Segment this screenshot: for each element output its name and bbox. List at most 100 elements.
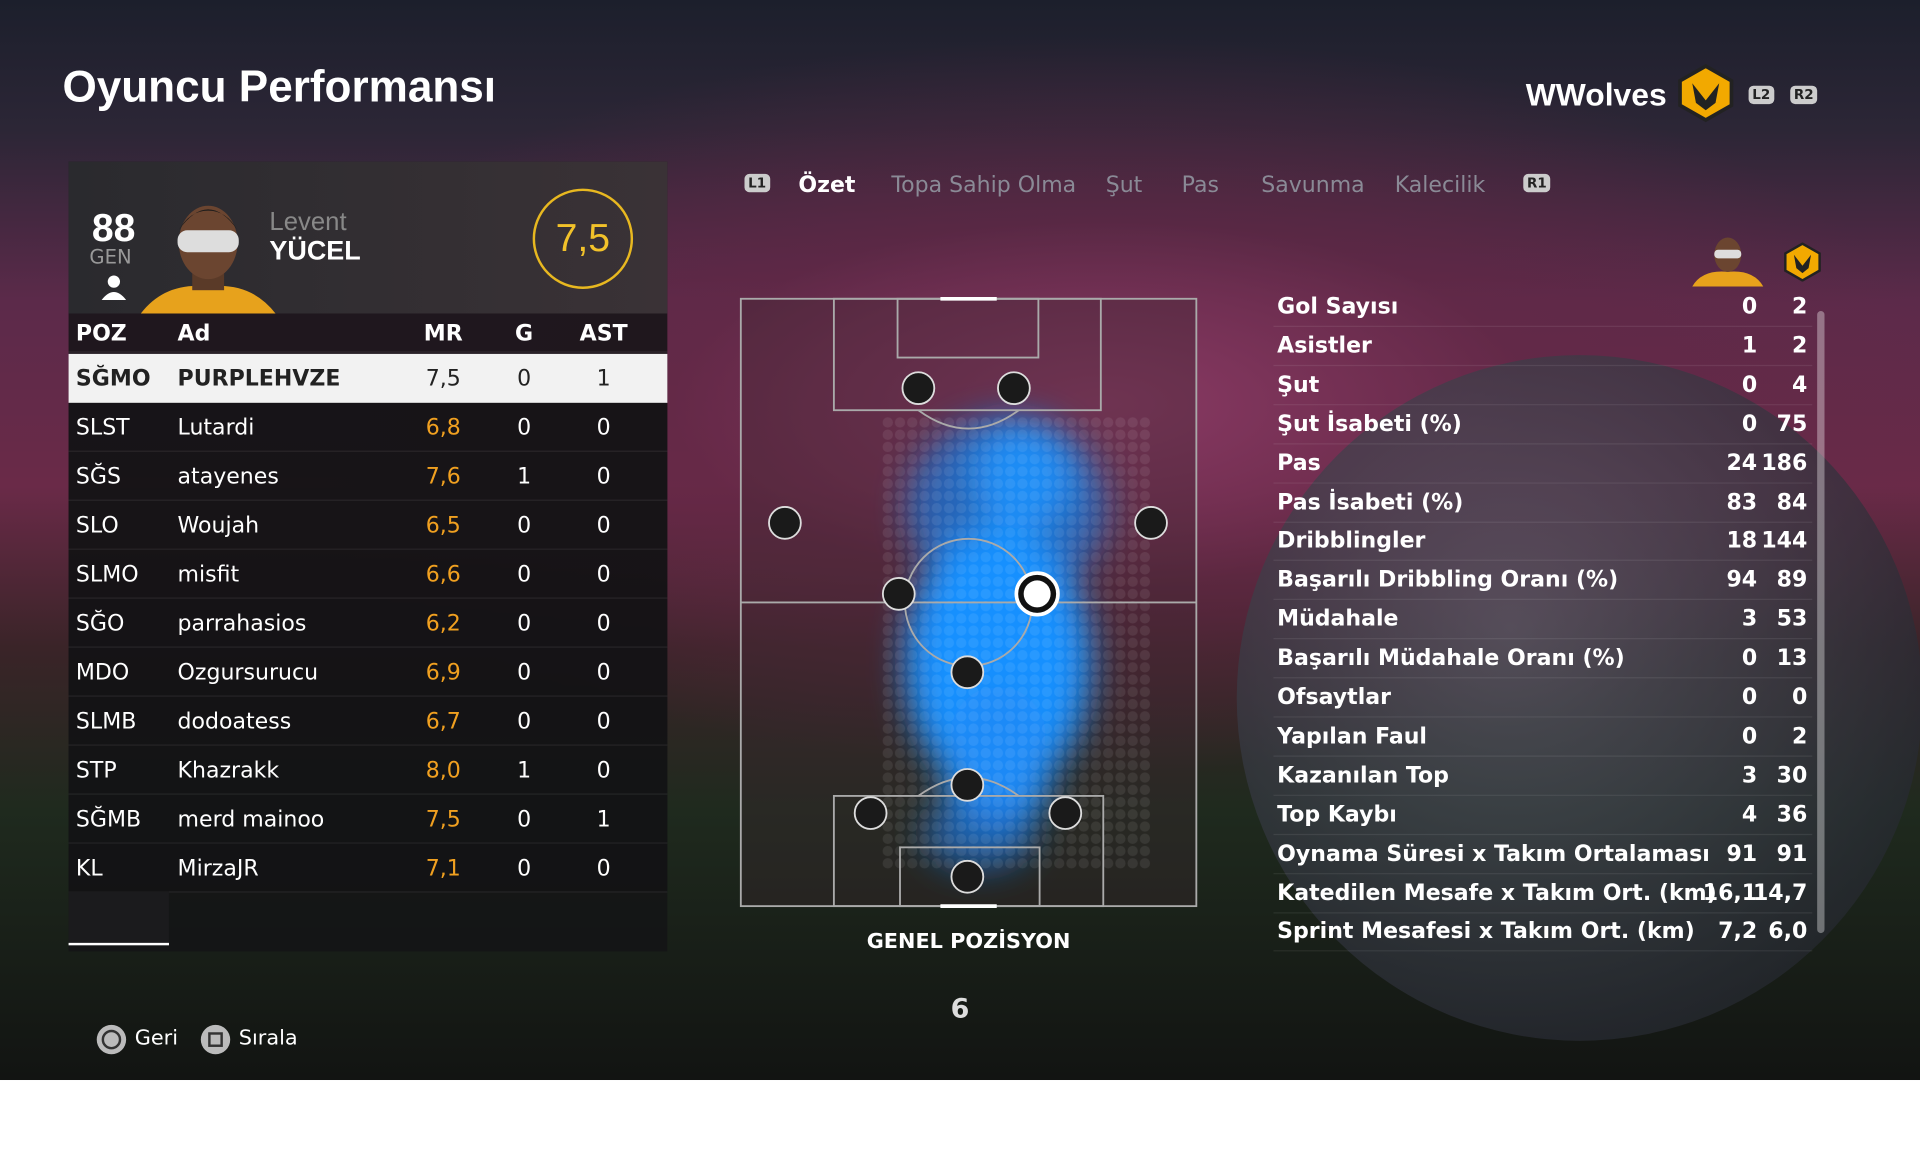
stat-row: Müdahale 3 53 <box>1273 600 1813 640</box>
column-header[interactable]: MR <box>423 320 463 347</box>
assists: 0 <box>596 660 611 686</box>
player-value: 0 <box>1741 371 1758 398</box>
match-rating: 6,7 <box>425 708 461 735</box>
goals: 0 <box>517 513 532 539</box>
stat-row: Pas 24 186 <box>1273 444 1813 484</box>
position: SLMO <box>75 562 139 588</box>
tab[interactable]: Özet <box>798 172 856 199</box>
name: merd mainoo <box>177 806 325 833</box>
tab[interactable]: Pas <box>1181 172 1219 199</box>
match-rating-ring <box>532 188 634 289</box>
r2-button[interactable]: R2 <box>1790 85 1818 105</box>
position: SĞO <box>75 611 125 637</box>
overall: 88 <box>91 205 136 250</box>
goals: 0 <box>517 562 532 588</box>
l2-button[interactable]: L2 <box>1748 85 1774 105</box>
player-row[interactable]: SLMB dodoatess 6,7 0 0 <box>68 696 668 746</box>
team-value: 13 <box>1776 645 1808 672</box>
column-header[interactable]: AST <box>579 320 628 347</box>
name: parrahasios <box>177 611 307 637</box>
player-value: 24 <box>1726 450 1758 476</box>
assists: 0 <box>596 562 611 588</box>
stat-row: Başarılı Dribbling Oranı (%) 94 89 <box>1273 561 1813 601</box>
stat-row: Top Kaybı 4 36 <box>1273 796 1813 835</box>
stat-label: Dribblingler <box>1277 528 1426 554</box>
column-header[interactable]: POZ <box>75 320 127 347</box>
game-screen: Oyuncu Performansı WWolves L2 R2 88 GEN … <box>0 0 1920 1081</box>
player-row[interactable]: SĞMB merd mainoo 7,5 0 1 <box>68 794 668 844</box>
position: SLO <box>75 513 119 539</box>
stat-label: Kazanılan Top <box>1277 762 1449 789</box>
player-row[interactable]: SLO Woujah 6,5 0 0 <box>68 500 668 550</box>
match-rating: 7,5 <box>425 366 461 392</box>
stat-label: Başarılı Dribbling Oranı (%) <box>1277 567 1619 594</box>
match-rating: 7,1 <box>425 855 461 882</box>
sort-button[interactable]: Sırala <box>238 1026 298 1051</box>
team-value: 84 <box>1776 489 1808 515</box>
empty-cell <box>68 891 169 946</box>
match-rating: 7,5 <box>555 215 611 260</box>
match-rating: 6,8 <box>425 415 461 441</box>
stat-row: Şut 0 4 <box>1273 366 1813 406</box>
tab[interactable]: Şut <box>1105 172 1143 199</box>
name: Lutardi <box>177 415 255 441</box>
goals: 0 <box>517 366 532 392</box>
player-value: 0 <box>1741 411 1758 437</box>
tab[interactable]: Topa Sahip Olma <box>891 172 1077 199</box>
player-row[interactable]: KL MirzaJR 7,1 0 0 <box>68 843 668 893</box>
stat-row: Pas İsabeti (%) 83 84 <box>1273 483 1813 523</box>
column-header[interactable]: G <box>515 320 534 347</box>
stat-label: Katedilen Mesafe x Takım Ort. (km) <box>1277 879 1717 906</box>
first-name: Levent <box>269 208 347 237</box>
name: misfit <box>177 562 240 588</box>
player-row[interactable]: MDO Ozgursurucu 6,9 0 0 <box>68 647 668 697</box>
name: Khazrakk <box>177 757 280 784</box>
player-row[interactable]: STP Khazrakk 8,0 1 0 <box>68 745 668 795</box>
team-value: 6,0 <box>1768 918 1808 945</box>
back-button[interactable]: Geri <box>134 1026 178 1051</box>
stat-row: Yapılan Faul 0 2 <box>1273 717 1813 757</box>
match-rating: 8,0 <box>425 757 461 784</box>
player-row[interactable]: SLST Lutardi 6,8 0 0 <box>68 402 668 452</box>
r1-button[interactable]: R1 <box>1523 173 1551 193</box>
team-value: 53 <box>1776 606 1808 633</box>
player-value: 94 <box>1726 567 1758 594</box>
player-value: 0 <box>1741 293 1758 320</box>
player-value: 91 <box>1726 840 1758 867</box>
player-value: 0 <box>1741 645 1758 672</box>
goals: 1 <box>517 757 532 784</box>
match-rating: 6,9 <box>425 660 461 686</box>
player-row[interactable]: SĞO parrahasios 6,2 0 0 <box>68 598 668 648</box>
assists: 0 <box>596 757 611 784</box>
stat-row: Asistler 1 2 <box>1273 327 1813 366</box>
goals: 0 <box>517 855 532 882</box>
l1-button[interactable]: L1 <box>744 173 770 193</box>
player-value: 83 <box>1726 489 1758 515</box>
player-row[interactable]: SĞMO PURPLEHVZE 7,5 0 1 <box>68 353 668 403</box>
team-value: 144 <box>1761 528 1808 554</box>
tab[interactable]: Savunma <box>1261 172 1365 199</box>
tab[interactable]: Kalecilik <box>1394 172 1486 199</box>
goals: 0 <box>517 415 532 441</box>
goals: 0 <box>517 806 532 833</box>
stat-label: Şut İsabeti (%) <box>1277 411 1462 437</box>
player-value: 16,1 <box>1702 879 1758 906</box>
circle-button-icon <box>96 1024 127 1055</box>
assists: 0 <box>596 611 611 637</box>
match-rating: 6,5 <box>425 513 461 539</box>
column-header[interactable]: Ad <box>177 320 211 347</box>
goals: 0 <box>517 611 532 637</box>
name: atayenes <box>177 464 279 490</box>
stat-label: Yapılan Faul <box>1277 723 1427 750</box>
stat-label: Şut <box>1277 371 1320 398</box>
player-value: 0 <box>1741 684 1758 711</box>
player-row[interactable]: SLMO misfit 6,6 0 0 <box>68 549 668 599</box>
player-value: 4 <box>1741 801 1758 828</box>
team-value: 4 <box>1792 371 1808 398</box>
stat-row: Katedilen Mesafe x Takım Ort. (km) 16,1 14… <box>1273 874 1813 913</box>
position: SĞS <box>75 464 121 490</box>
player-row[interactable]: SĞS atayenes 7,6 1 0 <box>68 451 668 501</box>
assists: 0 <box>596 415 611 441</box>
stat-row: Dribblingler 18 144 <box>1273 522 1813 562</box>
scrollbar[interactable] <box>1817 311 1825 934</box>
